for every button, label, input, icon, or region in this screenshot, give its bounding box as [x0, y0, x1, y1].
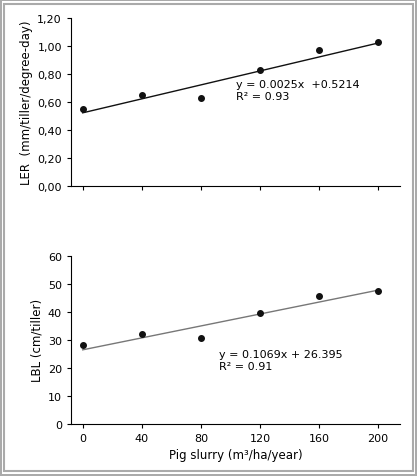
- Point: [316, 47, 322, 55]
- Point: [375, 39, 382, 47]
- Text: y = 0.0025x  +0.5214
R² = 0.93: y = 0.0025x +0.5214 R² = 0.93: [236, 80, 359, 102]
- Y-axis label: LBL (cm/tiller): LBL (cm/tiller): [30, 298, 43, 382]
- Point: [256, 310, 263, 317]
- Point: [79, 342, 86, 349]
- Point: [256, 67, 263, 74]
- Point: [79, 106, 86, 113]
- Point: [316, 293, 322, 301]
- Text: y = 0.1069x + 26.395
R² = 0.91: y = 0.1069x + 26.395 R² = 0.91: [219, 349, 343, 371]
- Point: [375, 288, 382, 295]
- Point: [198, 95, 204, 102]
- X-axis label: Pig slurry (m³/ha/year): Pig slurry (m³/ha/year): [169, 448, 302, 461]
- Point: [138, 92, 145, 99]
- Y-axis label: LER  (mm/tiller/degree-day): LER (mm/tiller/degree-day): [20, 20, 33, 185]
- Point: [138, 331, 145, 338]
- Point: [198, 335, 204, 342]
